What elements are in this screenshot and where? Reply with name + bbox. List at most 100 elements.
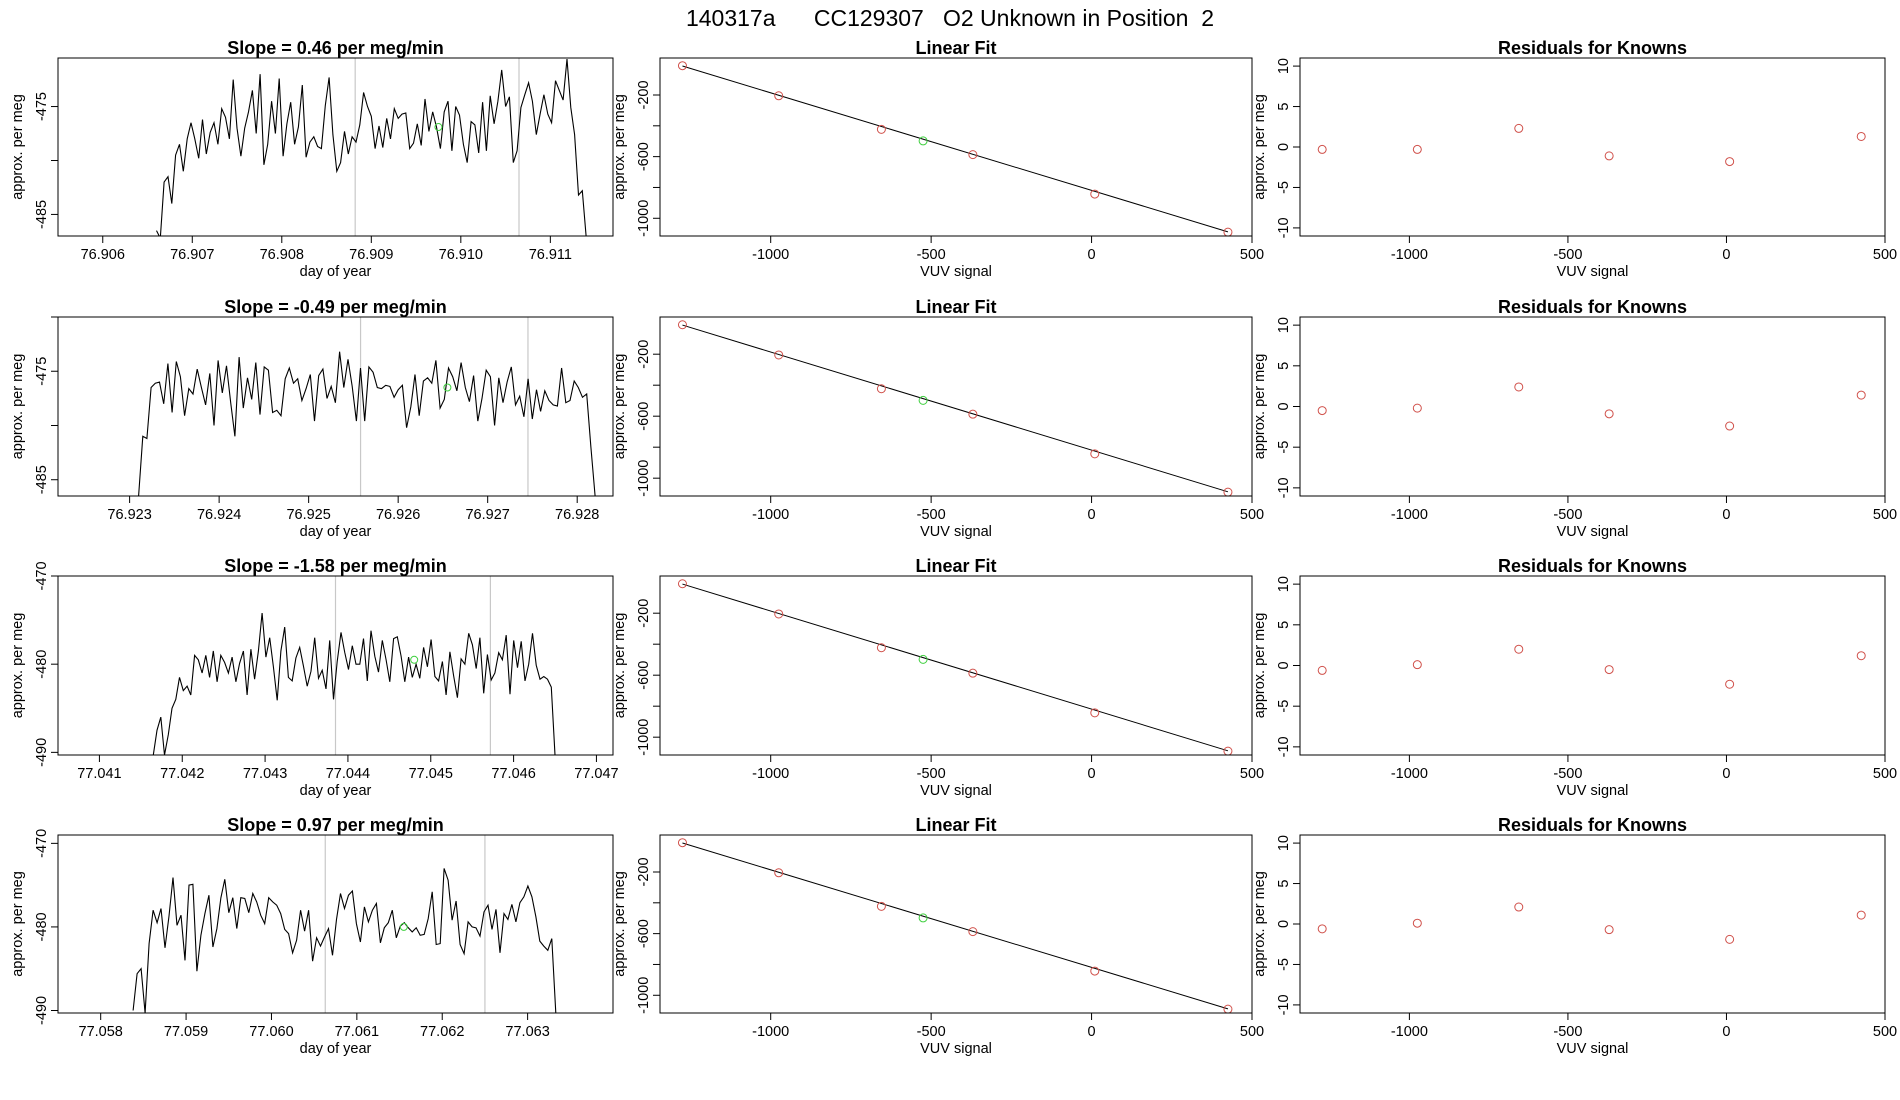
- y-tick-label: -200: [636, 857, 652, 886]
- panel-row3-left: Slope = -1.58 per meg/min 77.041 77.042 77.…: [10, 556, 619, 799]
- y-tick-label: -5: [1276, 181, 1292, 194]
- y-axis-label: approx. per meg: [10, 354, 26, 460]
- residual-point: [1604, 665, 1614, 675]
- x-tick-label: 0: [1088, 247, 1096, 263]
- x-axis-label: day of year: [300, 524, 372, 540]
- panel-title: Slope = -0.49 per meg/min: [224, 297, 447, 317]
- y-tick-label: -600: [636, 661, 652, 690]
- residual-point: [1412, 660, 1422, 670]
- fit-line: [682, 583, 1229, 752]
- panel-row2-middle: Linear Fit -1000 -500 0 500 -1000 -600 -200 VUV …: [612, 297, 1264, 540]
- x-tick-label: 76.924: [197, 507, 241, 523]
- plot-frame: [1299, 575, 1886, 756]
- known-point: [1223, 746, 1233, 755]
- plot-frame: [659, 57, 1253, 237]
- y-tick-label: -5: [1276, 958, 1292, 971]
- plot-area: [1317, 123, 1866, 167]
- residual-point: [1725, 679, 1735, 689]
- unknown-point: [918, 395, 928, 405]
- y-tick-label: 5: [1276, 103, 1292, 111]
- x-tick-label: 76.907: [170, 247, 214, 263]
- panel-title: Slope = 0.97 per meg/min: [227, 815, 444, 835]
- x-tick-label: 77.045: [409, 766, 453, 782]
- panel-row1-left: Slope = 0.46 per meg/min 76.906 76.907 76.9…: [10, 38, 614, 280]
- x-tick-label: 76.925: [286, 507, 330, 523]
- y-tick-label: -5: [1276, 700, 1292, 713]
- y-tick-label: -490: [34, 738, 50, 767]
- residual-point: [1725, 421, 1735, 431]
- x-tick-label: 77.042: [160, 766, 204, 782]
- plot-frame: [659, 834, 1253, 1014]
- known-point: [1090, 449, 1100, 459]
- x-tick-label: -1000: [752, 247, 789, 263]
- x-tick-label: 76.928: [555, 507, 599, 523]
- y-tick-label: 10: [1276, 58, 1292, 74]
- plot-area: [1317, 644, 1866, 689]
- x-tick-label: -500: [917, 247, 946, 263]
- series-line: [156, 59, 587, 236]
- y-tick-label: -10: [1276, 736, 1292, 757]
- y-axis-label: approx. per meg: [10, 94, 26, 200]
- y-tick-label: -1000: [636, 460, 652, 497]
- plot-frame: [57, 834, 614, 1014]
- residual-point: [1514, 902, 1524, 912]
- plot-area: [138, 317, 596, 496]
- residual-point: [1514, 644, 1524, 654]
- residual-point: [1514, 123, 1524, 133]
- panel-row4-middle: Linear Fit -1000 -500 0 500 -1000 -600 -200 VUV …: [612, 815, 1264, 1057]
- known-point: [774, 350, 784, 360]
- y-tick-label: -10: [1276, 994, 1292, 1015]
- residual-point: [1412, 918, 1422, 928]
- known-point: [968, 668, 978, 678]
- y-tick-label: -1000: [636, 977, 652, 1014]
- known-point: [1090, 708, 1100, 718]
- y-tick-label: -470: [34, 561, 50, 590]
- x-tick-label: 77.044: [326, 766, 370, 782]
- series-line: [152, 612, 556, 755]
- x-tick-label: -500: [1553, 507, 1582, 523]
- y-tick-label: -485: [34, 465, 50, 494]
- x-tick-label: 77.060: [249, 1024, 293, 1040]
- y-tick-label: 0: [1276, 920, 1292, 928]
- x-tick-label: 0: [1088, 1024, 1096, 1040]
- y-axis-label: approx. per meg: [1252, 871, 1268, 977]
- x-tick-label: 0: [1722, 247, 1730, 263]
- y-tick-label: 0: [1276, 661, 1292, 669]
- x-tick-label: 0: [1088, 766, 1096, 782]
- x-tick-label: -1000: [752, 507, 789, 523]
- x-tick-label: 76.926: [376, 507, 420, 523]
- plot-area: [152, 576, 556, 755]
- residual-point: [1412, 403, 1422, 413]
- y-tick-label: -485: [34, 200, 50, 229]
- known-point: [1223, 1004, 1233, 1013]
- x-tick-label: 77.061: [335, 1024, 379, 1040]
- y-tick-label: 10: [1276, 576, 1292, 592]
- known-point: [774, 868, 784, 878]
- x-axis-label: day of year: [300, 783, 372, 799]
- plot-area: [132, 835, 557, 1013]
- y-tick-label: 0: [1276, 402, 1292, 410]
- series-line: [132, 868, 557, 1013]
- x-tick-label: 0: [1722, 1024, 1730, 1040]
- y-axis-label: approx. per meg: [612, 354, 628, 460]
- known-point: [876, 901, 886, 911]
- y-tick-label: -600: [636, 142, 652, 171]
- y-tick-label: -10: [1276, 477, 1292, 498]
- y-tick-label: -480: [34, 912, 50, 941]
- plot-frame: [57, 316, 614, 497]
- x-axis-label: VUV signal: [920, 524, 992, 540]
- panel-title: Linear Fit: [915, 38, 996, 58]
- x-tick-label: 77.058: [79, 1024, 123, 1040]
- x-tick-label: -500: [1553, 766, 1582, 782]
- x-tick-label: 76.911: [529, 247, 572, 263]
- panel-row2-right: Residuals for Knowns -1000 -500 0 500 -10 -5 0 5…: [1252, 297, 1897, 540]
- panel-row3-middle: Linear Fit -1000 -500 0 500 -1000 -600 -200 VUV …: [612, 556, 1264, 799]
- x-tick-label: -500: [1553, 1024, 1582, 1040]
- y-axis-label: approx. per meg: [10, 613, 26, 719]
- panel-title: Residuals for Knowns: [1498, 297, 1687, 317]
- plot-area: [1317, 902, 1866, 944]
- known-point: [677, 320, 687, 330]
- y-axis-label: approx. per meg: [612, 871, 628, 977]
- x-tick-label: -1000: [752, 766, 789, 782]
